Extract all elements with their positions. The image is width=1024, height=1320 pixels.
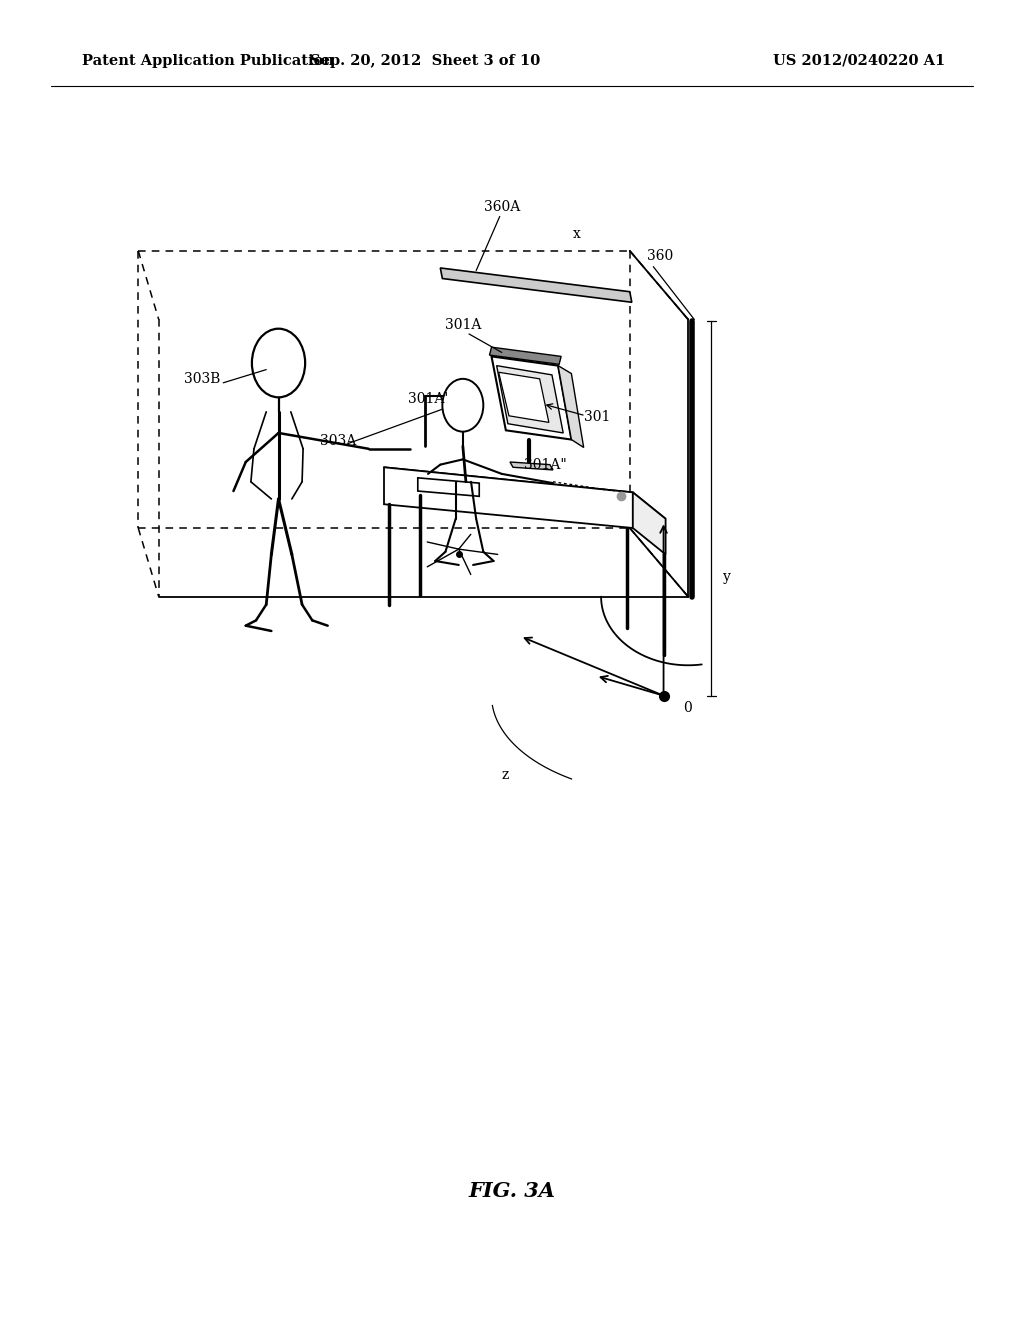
Polygon shape [558, 366, 584, 447]
Text: 301A": 301A" [524, 458, 567, 471]
Polygon shape [499, 372, 549, 422]
Text: 360: 360 [647, 249, 674, 263]
Polygon shape [497, 366, 563, 433]
Circle shape [442, 379, 483, 432]
Text: 301A': 301A' [408, 392, 449, 405]
Text: 303B: 303B [183, 372, 220, 385]
Text: y: y [723, 570, 731, 583]
Polygon shape [510, 462, 553, 470]
Polygon shape [633, 492, 666, 554]
Polygon shape [440, 268, 632, 302]
Polygon shape [384, 467, 666, 519]
Text: 360A: 360A [483, 201, 520, 214]
Text: US 2012/0240220 A1: US 2012/0240220 A1 [773, 54, 945, 67]
Polygon shape [384, 467, 633, 528]
Text: 301: 301 [584, 411, 610, 424]
Polygon shape [418, 478, 479, 496]
Text: FIG. 3A: FIG. 3A [469, 1180, 555, 1201]
Text: z: z [501, 768, 509, 781]
Polygon shape [489, 347, 561, 364]
Polygon shape [492, 356, 571, 440]
Text: 303A: 303A [319, 434, 356, 447]
Text: x: x [572, 227, 581, 240]
Text: Patent Application Publication: Patent Application Publication [82, 54, 334, 67]
Text: 0: 0 [683, 701, 691, 714]
Circle shape [252, 329, 305, 397]
Text: Sep. 20, 2012  Sheet 3 of 10: Sep. 20, 2012 Sheet 3 of 10 [310, 54, 540, 67]
Text: 301A: 301A [444, 318, 481, 331]
